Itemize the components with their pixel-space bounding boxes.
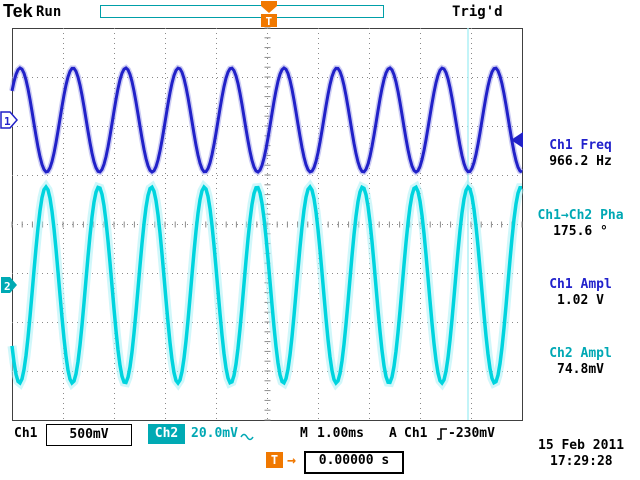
trigger-prefix: A (389, 426, 397, 441)
measurement-ch1-ampl: Ch1 Ampl 1.02 V (521, 277, 640, 309)
trigger-record-position-icon (261, 1, 277, 13)
measurement-label: Ch2 Ampl (549, 346, 612, 361)
trigger-level-arrow (511, 132, 523, 148)
waveform-traces (7, 28, 525, 420)
trigger-arrow-icon: → (287, 451, 297, 469)
measurement-label: Ch1→Ch2 Pha (537, 208, 624, 223)
date-display: 15 Feb 2011 (538, 438, 625, 453)
trigger-time-value: 0.00000 s (304, 451, 404, 474)
measurement-ch2-ampl: Ch2 Ampl 74.8mV (521, 346, 640, 378)
trigger-screen-position-chip (261, 14, 277, 27)
timebase-value: 1.00ms (317, 426, 364, 441)
trigger-slope-icon (436, 426, 448, 446)
ch2-readout-label: Ch2 (148, 424, 185, 444)
trigger-position-top-marker: T (261, 1, 277, 28)
timebase-prefix: M (300, 426, 308, 441)
measurement-ch1-freq: Ch1 Freq 966.2 Hz (521, 138, 640, 170)
trigger-status: Trig'd (452, 4, 503, 20)
ch2-position-marker: 2 (1, 277, 17, 293)
acquisition-status: Run (36, 4, 62, 20)
trigger-time-readout: T → 0.00000 s (0, 451, 640, 474)
trigger-marker-icon: T (266, 452, 283, 468)
measurement-value: 966.2 Hz (549, 154, 612, 169)
ch2-marker-label: 2 (4, 280, 11, 293)
ch1-marker-shape (0, 111, 18, 129)
ch2-marker-shape (1, 277, 17, 293)
ch1-position-marker: 1 (0, 111, 18, 129)
ch2-scale: 20.0mV (191, 426, 238, 441)
acquisition-record-bar (100, 5, 384, 18)
time-display: 17:29:28 (550, 454, 613, 469)
ch1-readout-label: Ch1 (14, 426, 38, 441)
trigger-screen-position-label: T (266, 15, 273, 28)
trigger-source: Ch1 (404, 426, 428, 441)
measurement-value: 1.02 V (557, 293, 604, 308)
status-bar: Ch1 500mV Ch2 20.0mV M 1.00ms A Ch1 -230… (0, 424, 640, 446)
measurement-label: Ch1 Freq (549, 138, 612, 153)
tek-logo: Tek (3, 1, 33, 21)
measurement-ch1-ch2-phase: Ch1→Ch2 Pha 175.6 ° (521, 208, 640, 240)
ch2-trace (10, 184, 522, 386)
ac-coupling-icon (240, 429, 254, 449)
measurement-value: 175.6 ° (553, 224, 608, 239)
ch1-trace (10, 66, 523, 174)
trigger-level-value: -230mV (448, 426, 495, 441)
measurement-value: 74.8mV (557, 362, 604, 377)
ch1-scale: 500mV (46, 424, 132, 446)
ch1-marker-label: 1 (4, 115, 11, 128)
measurement-label: Ch1 Ampl (549, 277, 612, 292)
